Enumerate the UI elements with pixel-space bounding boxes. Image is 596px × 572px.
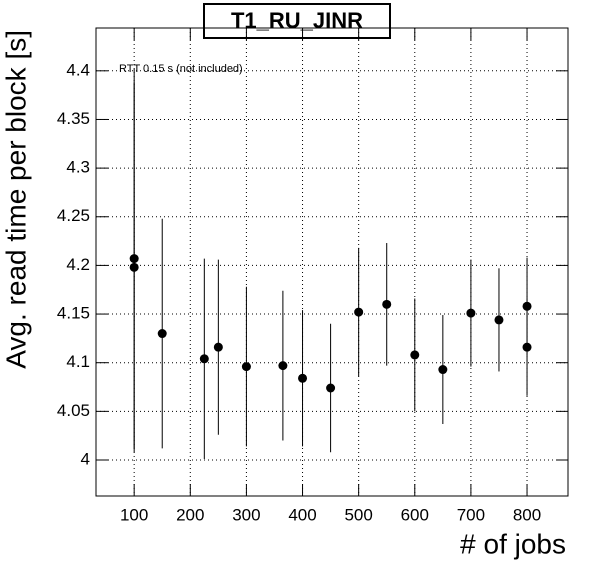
x-axis-label: # of jobs [460, 528, 566, 559]
y-tick-label: 4.25 [57, 206, 90, 225]
data-point [157, 329, 167, 339]
data-point [494, 315, 504, 325]
data-point [382, 299, 392, 309]
x-tick-label: 700 [457, 505, 485, 524]
y-axis-label: Avg. read time per block [s] [0, 30, 31, 369]
y-tick-label: 4.4 [66, 60, 90, 79]
data-point [326, 383, 336, 393]
y-tick-label: 4.05 [57, 401, 90, 420]
y-tick-label: 4 [81, 449, 90, 468]
annotation: RTT 0.15 s (not included) [119, 63, 243, 75]
data-point [522, 342, 532, 352]
y-tick-label: 4.2 [66, 255, 90, 274]
data-point [129, 262, 139, 272]
x-tick-label: 300 [232, 505, 260, 524]
y-tick-label: 4.15 [57, 304, 90, 323]
data-point [466, 308, 476, 318]
data-point [199, 354, 209, 364]
x-tick-label: 600 [401, 505, 429, 524]
x-tick-label: 200 [176, 505, 204, 524]
data-point [354, 307, 364, 317]
title-box [203, 3, 391, 39]
data-point [213, 342, 223, 352]
x-tick-label: 400 [288, 505, 316, 524]
x-tick-label: 100 [120, 505, 148, 524]
plot-frame [95, 27, 569, 497]
x-tick-label: 500 [344, 505, 372, 524]
y-tick-label: 4.3 [66, 158, 90, 177]
data-point [438, 365, 448, 375]
x-tick-label: 800 [513, 505, 541, 524]
y-tick-label: 4.1 [66, 352, 90, 371]
data-point [241, 362, 251, 372]
data-point [410, 350, 420, 360]
y-tick-label: 4.35 [57, 109, 90, 128]
data-point [278, 361, 288, 371]
chart-title: T1_RU_JINR [231, 8, 363, 33]
data-point [298, 373, 308, 383]
